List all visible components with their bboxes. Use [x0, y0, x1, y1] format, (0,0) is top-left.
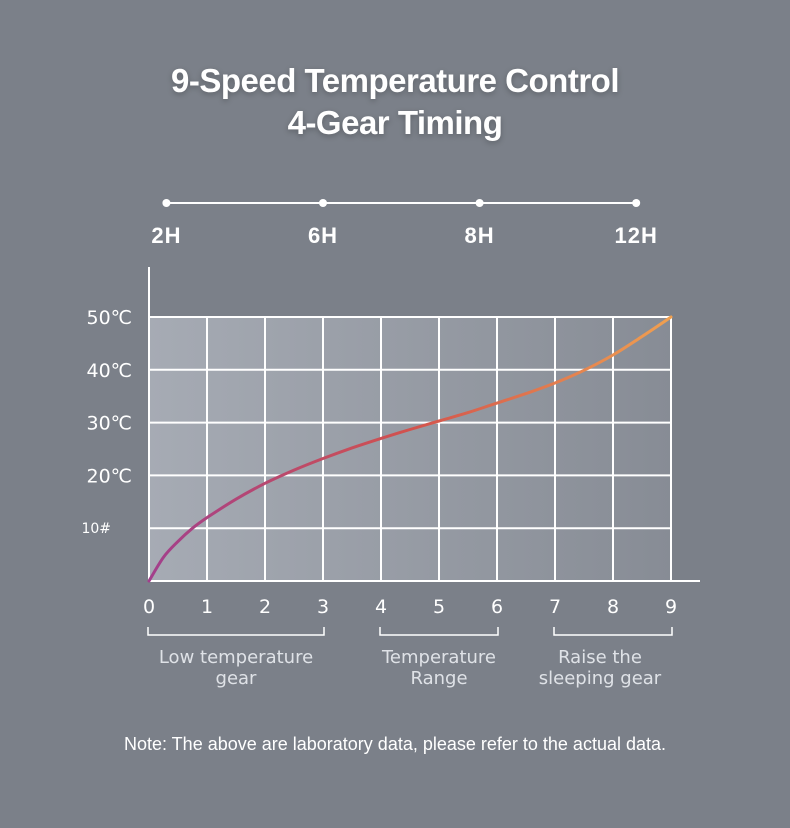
range-label-line: Raise the	[558, 647, 642, 668]
timing-dot	[632, 199, 641, 207]
range-brackets: Low temperature gear Temperature Range Raise…	[147, 627, 673, 689]
range-label: Temperature Range	[381, 647, 496, 689]
timing-label: 2H	[151, 223, 181, 248]
timing-dot	[162, 199, 171, 207]
range-label-line: sleeping gear	[539, 668, 662, 689]
y-tick-label: 20℃	[86, 465, 132, 487]
note-text: Note: The above are laboratory data, ple…	[123, 734, 666, 754]
x-tick-label: 4	[375, 596, 387, 618]
range-label-line: Low temperature	[159, 647, 313, 668]
x-tick-label: 1	[201, 596, 213, 618]
timing-label: 8H	[465, 223, 495, 248]
x-tick-label: 0	[143, 596, 155, 618]
range-bracket	[553, 627, 673, 636]
timing-dot	[319, 199, 327, 207]
range-label-line: Temperature	[381, 647, 496, 668]
timing-label: 12H	[615, 223, 658, 248]
x-tick-label: 6	[491, 596, 503, 618]
title-line-2: 4-Gear Timing	[287, 104, 503, 141]
x-tick-label: 3	[317, 596, 329, 618]
title-line-1: 9-Speed Temperature Control	[171, 62, 619, 99]
plot-area	[149, 317, 671, 581]
range-bracket	[147, 627, 325, 636]
range-label: Raise the sleeping gear	[539, 647, 662, 689]
temperature-curve	[147, 315, 673, 583]
timing-dot	[475, 199, 484, 207]
range-label-line: gear	[216, 668, 258, 689]
x-tick-label: 9	[665, 596, 677, 618]
range-label-line: Range	[410, 668, 467, 689]
x-tick-label: 5	[433, 596, 445, 618]
range-bracket	[379, 627, 499, 636]
x-tick-label: 8	[607, 596, 619, 618]
timing-scale: 2H 6H 8H 12H	[151, 199, 658, 248]
axes	[148, 267, 700, 582]
y-tick-label: 10#	[81, 521, 111, 537]
timing-label: 6H	[308, 223, 338, 248]
tick-labels: 0 1 2 3 4 5 6 7 8 9 10# 20℃ 30℃ 40℃ 50℃	[81, 307, 677, 618]
range-label: Low temperature gear	[159, 647, 313, 689]
y-tick-label: 30℃	[86, 413, 132, 435]
y-tick-label: 50℃	[86, 307, 132, 329]
grid	[149, 316, 672, 581]
x-tick-label: 2	[259, 596, 271, 618]
x-tick-label: 7	[549, 596, 561, 618]
y-tick-label: 40℃	[86, 360, 132, 382]
curve-layer	[147, 315, 673, 583]
